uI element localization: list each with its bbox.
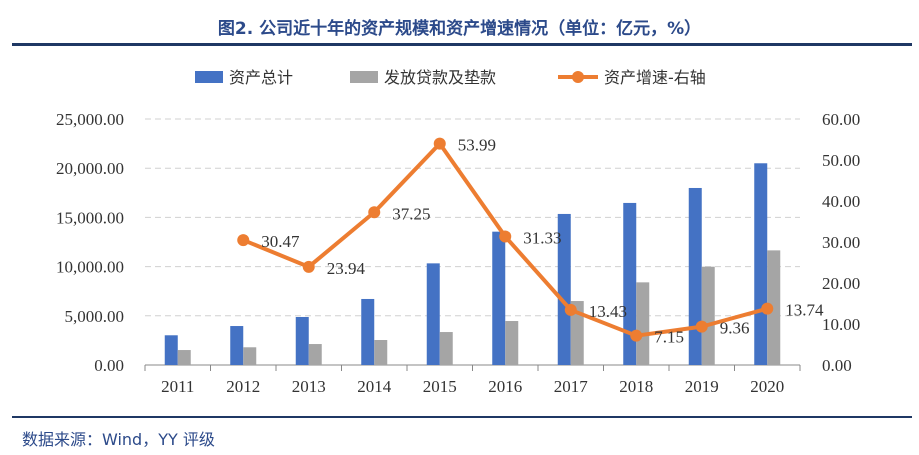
asset-growth-point [761, 302, 774, 315]
left-axis-tick: 25,000.00 [56, 110, 124, 129]
left-axis-tick: 5,000.00 [65, 307, 125, 326]
bar-total-assets [492, 231, 506, 365]
asset-growth-point [368, 206, 381, 219]
right-axis-tick: 0.00 [822, 356, 852, 375]
bar-loans [439, 332, 453, 365]
right-axis-tick: 30.00 [822, 233, 860, 252]
asset-growth-point [499, 230, 512, 243]
asset-growth-point [433, 137, 446, 150]
bar-total-assets [426, 263, 440, 365]
title-divider [12, 43, 912, 46]
right-axis-tick: 20.00 [822, 274, 860, 293]
x-axis-tick: 2013 [292, 377, 326, 396]
legend-label: 资产增速-右轴 [604, 68, 706, 87]
asset-growth-point [695, 320, 708, 333]
x-axis-tick: 2018 [619, 377, 653, 396]
left-axis-tick: 10,000.00 [56, 258, 124, 277]
left-axis-tick: 20,000.00 [56, 159, 124, 178]
bar-loans [767, 250, 781, 365]
right-axis-tick: 60.00 [822, 110, 860, 129]
bar-total-assets [295, 316, 309, 365]
legend-swatch [350, 71, 378, 83]
bar-total-assets [164, 335, 178, 365]
footer-divider [12, 416, 912, 418]
bar-loans [505, 321, 519, 365]
data-label: 7.15 [654, 328, 684, 347]
data-label: 53.99 [458, 136, 496, 155]
asset-growth-point [302, 260, 315, 273]
data-label: 13.43 [589, 302, 627, 321]
bar-loans [636, 282, 650, 365]
legend-label: 发放贷款及垫款 [384, 68, 496, 87]
x-axis-tick: 2012 [226, 377, 260, 396]
right-axis-tick: 10.00 [822, 315, 860, 334]
x-axis-tick: 2017 [554, 377, 589, 396]
x-axis-tick: 2014 [357, 377, 392, 396]
bar-total-assets [230, 326, 244, 365]
data-label: 30.47 [261, 232, 300, 251]
x-axis-tick: 2011 [161, 377, 194, 396]
bar-loans [701, 266, 715, 365]
legend-marker [572, 71, 584, 83]
x-axis-tick: 2020 [750, 377, 784, 396]
right-axis-tick: 40.00 [822, 192, 860, 211]
bar-loans [374, 340, 388, 365]
left-axis-tick: 15,000.00 [56, 208, 124, 227]
right-axis-tick: 50.00 [822, 151, 860, 170]
x-axis-tick: 2016 [488, 377, 522, 396]
chart-title: 图2. 公司近十年的资产规模和资产增速情况（单位：亿元，%） [217, 19, 702, 39]
bar-loans [177, 350, 191, 365]
data-label: 23.94 [327, 259, 366, 278]
data-label: 9.36 [720, 319, 750, 338]
left-axis-tick: 0.00 [94, 356, 124, 375]
bar-loans [243, 347, 257, 365]
chart: 0.00 5,000.00 10,000.00 15,000.00 20,000.00 2… [56, 68, 860, 396]
bar-total-assets [623, 202, 637, 365]
bar-total-assets [557, 213, 571, 365]
data-label: 31.33 [523, 229, 561, 248]
legend-swatch [195, 71, 223, 83]
bar-total-assets [688, 187, 702, 365]
asset-growth-point [564, 303, 577, 316]
source-note: 数据来源：Wind，YY 评级 [22, 430, 215, 449]
bar-loans [570, 301, 584, 365]
legend-label: 资产总计 [229, 68, 293, 87]
asset-growth-point [237, 234, 250, 247]
x-axis-tick: 2019 [685, 377, 719, 396]
x-axis-tick: 2015 [423, 377, 457, 396]
data-label: 13.74 [785, 301, 824, 320]
asset-growth-point [630, 329, 643, 342]
bar-total-assets [754, 163, 768, 365]
bar-loans [308, 344, 322, 365]
data-label: 37.25 [392, 204, 430, 223]
bar-total-assets [361, 298, 375, 365]
